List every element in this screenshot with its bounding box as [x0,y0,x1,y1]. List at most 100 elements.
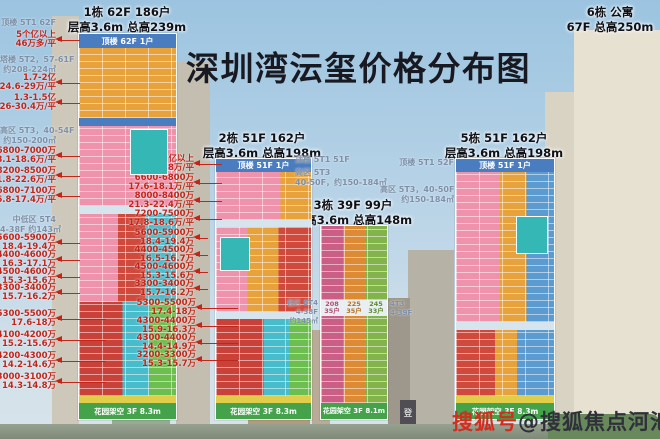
arrow-icon [55,192,80,199]
price-text: 8000-8400万 21.3-22.4万/平 [128,191,194,210]
price-label-t1-8: 6800-7100万16.8-17.4万/平 [0,186,80,205]
zone-label-t1-top: 顶楼 5T1 62F [0,18,56,28]
price-text: 8200-8500万21.8-22.6万/平 [0,166,56,185]
label-line-1: 5600-5900万 [134,228,194,238]
label-line-2: 17.8-18.6万/平 [128,218,194,228]
zone-label-t1-5t3: 高区 5T3，40-54F 约150-200㎡ [0,126,74,146]
label-line-2: 16.3-17.1万 [2,259,56,269]
price-text: 4500-4600万 15.3-15.6万 [135,262,194,281]
label-line-2: 21.3-22.4万/平 [128,200,194,210]
tower-3-bottom-band-label: 花园架空 3F 8.1m [322,407,386,415]
price-text: 3000-3100万 14.3-14.8万 [0,372,56,391]
tower-5-header: 5栋 51F 162户 层高3.6m 总高198m [434,131,574,161]
arrow-icon [55,152,80,159]
label-line-2: 4-39F [390,308,413,317]
label-line-1: 3200-3300万 [136,350,196,360]
tower-2-section-high [216,172,311,220]
col-size: 208 [325,299,339,308]
label-line-2: 4-38F 约143㎡ [0,225,61,234]
note-t2-zone: 高区 5T3 40-50F，约150-184㎡ [295,168,387,188]
tower-2-light-band-2 [216,312,311,319]
price-text: 6800-7100万16.8-17.4万/平 [0,186,56,205]
col-units: 33户 [368,307,384,315]
price-label-t1-12: 4500-4600万 15.3-15.6万 [0,267,80,286]
label-line-2: 17.6-18.1万/平 [128,182,194,192]
label-line-2: 18.4-19.4万 [2,242,56,252]
arrow-icon [195,339,238,346]
label-line-2: 15.3-15.7万 [142,359,196,369]
note-t3-right: 4T3 4-39F [390,300,412,318]
label-line-1: 高区 5T3，40-50F [380,185,455,194]
label-line-1: 6800-7100万 [0,186,56,196]
arrow-icon [193,179,222,186]
label-line-2: 4-38F [295,307,318,316]
arrow-icon [55,289,80,296]
label-line-2: 17.6-18万 [11,318,56,328]
arrow-icon [55,172,80,179]
price-label-t2-10: 4300-4400万 14.4-14.9万 [130,333,238,352]
label-line-1: 4300-4400万 [136,316,196,326]
label-line-1: 1.7-2亿 [23,73,56,83]
label-line-2: 40-50F，约150-184㎡ [295,178,387,187]
price-label-t2-6: 4500-4600万 15.3-15.6万 [130,262,208,281]
arrow-icon [193,234,208,241]
price-text: 3300-3400万 15.7-16.2万 [134,279,194,298]
price-text: 5600-5900万 18.4-19.4万 [0,233,56,252]
label-line-1: 1.3-1.5亿 [13,93,56,103]
tower-5-teal-block [516,216,548,254]
price-text: 3200-3300万 15.3-15.7万 [136,350,196,369]
price-label-t2-2: 8000-8400万 21.3-22.4万/平 [128,191,222,210]
price-label-t2-3: 7200-7500万 17.8-18.6万/平 [128,209,222,228]
background-building [176,62,210,439]
tower-5-spec: 层高3.6m 总高198m [444,145,564,160]
note-t5-top: 顶楼 5T1 52F [399,158,454,167]
label-line-2: 15.3-15.6万 [2,276,56,286]
tower-3-name: 3栋 39F 99户 [313,198,393,212]
watermark: 搜狐号@搜狐焦点河池站 [452,406,660,436]
tower-3-header: 3栋 39F 99户 层高3.6m 总高148m [283,198,423,228]
price-text: 1.7-2亿 24.6-29万/平 [0,73,56,92]
tower-6-building [574,30,660,439]
tower-5-top-band: 顶楼 51F 1户 [456,159,554,172]
tower-2-section-mid [216,227,311,312]
zone-label-t1-5t2: 塔楼 5T2，57-61F 约208-224㎡ [0,55,74,75]
tower-1-name: 1栋 62F 186户 [83,5,171,19]
price-label-t1-14: 5300-5500万 17.6-18万 [0,309,106,328]
label-line-1: 中低区 5T4 [12,215,56,224]
price-label-t2-11: 3200-3300万 15.3-15.7万 [130,350,238,369]
page-title: 深圳湾沄玺价格分布图 [186,49,531,88]
label-line-1: 7200-7500万 [134,209,194,219]
tower-5-section-low [456,330,554,396]
tower-3-section-upper [321,226,387,300]
note-t3-left: 低区 5T4 4-38F 约145㎡ [286,299,318,325]
tower-1-spec: 层高3.6m 总高239m [67,19,187,34]
label-line-1: 6600-6800万 [134,173,194,183]
arrow-icon [193,215,222,222]
photo-sign-text: 登 [403,408,413,419]
label-line-1: 4亿以上 [162,154,194,164]
arrow-icon [55,99,80,106]
price-label-t1-1: 5个亿以上 46万多/平 [0,30,80,49]
tower-2-yellow-band [216,396,311,403]
label-line-1: 3300-3400万 [134,279,194,289]
price-text: 1.3-1.5亿 26-30.4万/平 [0,93,56,112]
price-text: 4400-4600万 16.3-17.1万 [0,250,56,269]
tower-1-divider-band [79,118,176,126]
col-size: 225 [347,299,361,308]
arrow-icon [55,357,106,364]
tower-1: 顶楼 62F 1户 花园架空 3F 8.3m [78,33,177,420]
label-line-2: 14.3-14.8万 [2,381,56,391]
tower-6-header: 6栋 公寓 67F 总高250m [550,5,660,35]
label-line-2: 26-30.4万/平 [0,102,56,112]
price-text: 5300-5500万 17.6-18万 [0,309,56,328]
tower-1-yellow-band [79,396,176,403]
tower-3: 208 35户 225 35户 245 33户 花园架空 3F 8.1m [320,225,388,420]
label-line-1: 8000-8400万 [134,191,194,201]
price-text: 4400-4500万 16.5-16.7万 [134,245,194,264]
tower-3-section-lower [321,316,387,403]
price-label-t2-4: 5600-5900万 18.4-19.4万 [130,228,208,247]
label-line-1: 4400-4500万 [134,245,194,255]
watermark-brand: 搜狐号 [452,410,518,434]
price-label-t2-1: 6600-6800万 17.6-18.1万/平 [128,173,222,192]
tower-1-section-high [79,126,176,206]
